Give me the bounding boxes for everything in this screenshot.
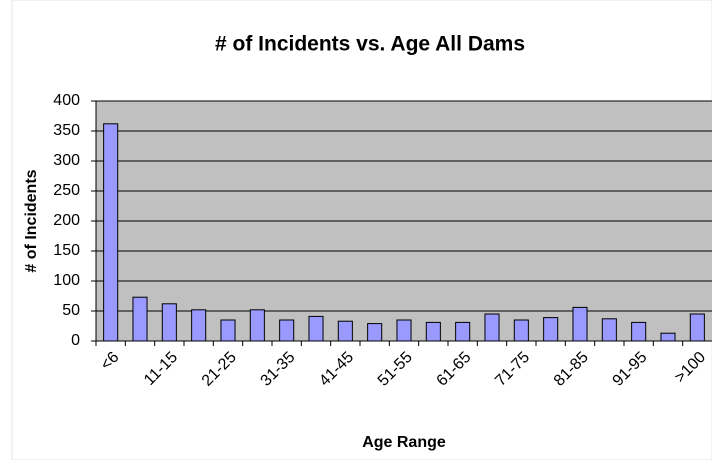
bar: [484, 313, 500, 342]
y-tick-label: 250: [53, 182, 80, 199]
y-axis-label: # of Incidents: [23, 169, 40, 272]
bar: [513, 319, 529, 342]
bar: [103, 123, 119, 342]
y-tick-label: 0: [71, 332, 80, 349]
bar: [220, 319, 236, 342]
chart-title: # of Incidents vs. Age All Dams: [215, 33, 525, 56]
bar: [572, 306, 588, 342]
bar: [249, 309, 265, 342]
bar: [191, 309, 207, 342]
bar: [337, 320, 353, 342]
y-tick-label: 150: [53, 242, 80, 259]
bar: [396, 319, 412, 342]
bar: [132, 296, 148, 342]
y-tick-label: 50: [62, 302, 80, 319]
bar: [308, 315, 324, 342]
y-tick-label: 300: [53, 152, 80, 169]
bar: [543, 317, 559, 342]
x-axis-label: Age Range: [362, 434, 446, 451]
y-tick-label: 100: [53, 272, 80, 289]
bar: [455, 321, 471, 342]
bar: [367, 323, 383, 342]
bar: [660, 332, 676, 342]
bar: [279, 319, 295, 342]
bar: [689, 313, 705, 342]
bar: [161, 303, 177, 342]
y-tick-label: 350: [53, 122, 80, 139]
bar: [631, 321, 647, 342]
bar: [425, 321, 441, 342]
y-tick-label: 200: [53, 212, 80, 229]
y-tick-label: 400: [53, 92, 80, 109]
bar: [601, 318, 617, 342]
